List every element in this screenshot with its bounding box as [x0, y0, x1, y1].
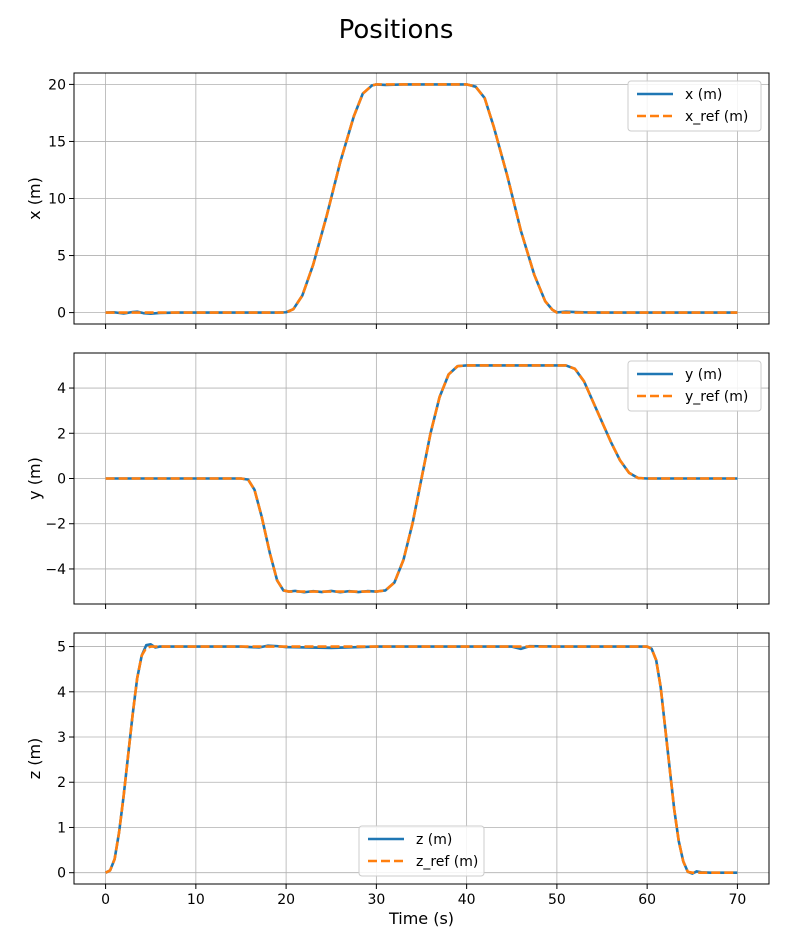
subplot-1: 0 5 10 15 20 x (m) x (m) x_ref (m)	[25, 72, 770, 329]
legend-label: y (m)	[685, 367, 722, 383]
figure-title: Positions	[339, 15, 454, 45]
x-tick-label: 60	[638, 892, 656, 908]
y-tick-label: 10	[48, 192, 66, 208]
y-tick-label: 0	[57, 866, 66, 882]
y-axis-label: z (m)	[25, 738, 44, 780]
y-tick-label: 0	[57, 306, 66, 322]
legend: y (m) y_ref (m)	[627, 360, 762, 412]
y-tick-label: 0	[57, 472, 66, 488]
legend-label: y_ref (m)	[685, 389, 748, 405]
legend-label: x_ref (m)	[685, 109, 748, 125]
series-line-x_ref-m-	[105, 83, 738, 314]
y-tick-label: −2	[45, 517, 66, 533]
series-group	[105, 364, 738, 594]
y-axis-label: x (m)	[25, 177, 44, 220]
y-tick-label: 2	[57, 426, 66, 442]
y-tick-label: 5	[57, 249, 66, 265]
x-tick-label: 70	[728, 892, 746, 908]
series-group	[105, 643, 738, 875]
legend-label: x (m)	[685, 87, 722, 103]
y-axis-label: y (m)	[25, 457, 44, 500]
y-tick-label: 5	[57, 640, 66, 656]
x-tick-label: 20	[277, 892, 295, 908]
y-tick-label: 2	[57, 775, 66, 791]
y-tick-label: 1	[57, 820, 66, 836]
axes-frame	[73, 632, 770, 885]
legend-label: z_ref (m)	[416, 854, 478, 870]
y-tick-label: 3	[57, 730, 66, 746]
x-tick-label: 10	[187, 892, 205, 908]
subplot-2: −4 −2 0 2 4 y (m) y (m) y_ref (m)	[25, 352, 770, 609]
y-tick-label: 20	[48, 77, 66, 93]
y-tick-label: 15	[48, 134, 66, 150]
series-line-z_ref-m-	[105, 645, 738, 874]
y-tick-label: 4	[57, 381, 66, 397]
x-tick-label: 50	[548, 892, 566, 908]
x-tick-label: 0	[101, 892, 110, 908]
series-line-y_ref-m-	[105, 364, 738, 593]
series-group	[105, 83, 738, 316]
legend-label: z (m)	[416, 832, 452, 848]
y-tick-label: 4	[57, 685, 66, 701]
x-tick-label: 30	[367, 892, 385, 908]
y-tick-label: −4	[45, 562, 66, 578]
legend: x (m) x_ref (m)	[627, 80, 762, 132]
legend: z (m) z_ref (m)	[358, 825, 485, 877]
x-axis-label: Time (s)	[388, 909, 454, 928]
x-tick-label: 40	[458, 892, 476, 908]
